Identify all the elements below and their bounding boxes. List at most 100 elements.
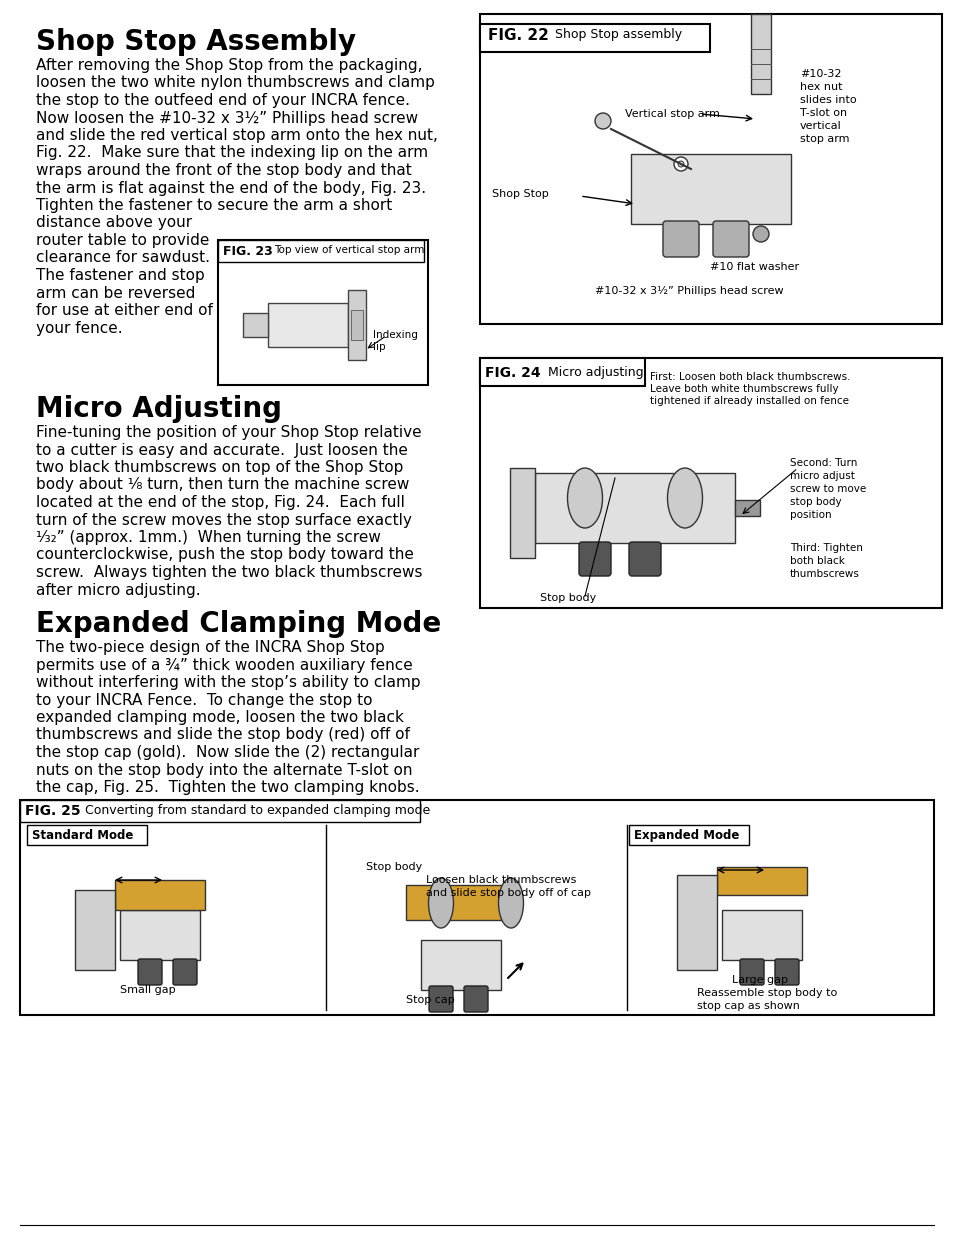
Bar	[721, 910, 801, 960]
Text: Now loosen the #10-32 x 3½” Phillips head screw: Now loosen the #10-32 x 3½” Phillips hea…	[36, 110, 417, 126]
Text: #10-32: #10-32	[800, 69, 841, 79]
Text: Large gap: Large gap	[731, 974, 787, 986]
FancyBboxPatch shape	[138, 960, 162, 986]
Ellipse shape	[498, 878, 523, 927]
Text: the stop cap (gold).  Now slide the (2) rectangular: the stop cap (gold). Now slide the (2) r…	[36, 745, 419, 760]
Text: hex nut: hex nut	[800, 82, 841, 91]
Text: two black thumbscrews on top of the Shop Stop: two black thumbscrews on top of the Shop…	[36, 459, 403, 475]
Text: permits use of a ¾” thick wooden auxiliary fence: permits use of a ¾” thick wooden auxilia…	[36, 657, 413, 673]
Text: screw.  Always tighten the two black thumbscrews: screw. Always tighten the two black thum…	[36, 564, 422, 580]
Bar	[115, 881, 205, 910]
Text: Stop body: Stop body	[366, 862, 422, 872]
Text: without interfering with the stop’s ability to clamp: without interfering with the stop’s abil…	[36, 676, 420, 690]
Text: The two-piece design of the INCRA Shop Stop: The two-piece design of the INCRA Shop S…	[36, 640, 384, 655]
Text: After removing the Shop Stop from the packaging,: After removing the Shop Stop from the pa…	[36, 58, 422, 73]
Text: and slide stop body off of cap: and slide stop body off of cap	[426, 888, 590, 898]
Text: the stop to the outfeed end of your INCRA fence.: the stop to the outfeed end of your INCR…	[36, 93, 410, 107]
Text: Fine-tuning the position of your Shop Stop relative: Fine-tuning the position of your Shop St…	[36, 425, 421, 440]
Circle shape	[595, 112, 610, 128]
Text: Second: Turn: Second: Turn	[789, 458, 857, 468]
FancyBboxPatch shape	[463, 986, 488, 1011]
Bar	[479, 23, 709, 52]
Text: Shop Stop Assembly: Shop Stop Assembly	[36, 28, 355, 56]
FancyBboxPatch shape	[429, 986, 453, 1011]
Bar	[120, 910, 200, 960]
Text: Vertical stop arm: Vertical stop arm	[624, 109, 720, 119]
Text: Reassemble stop body to: Reassemble stop body to	[697, 988, 837, 998]
Bar	[630, 154, 790, 224]
Text: Loosen black thumbscrews: Loosen black thumbscrews	[426, 876, 576, 885]
Text: Shop Stop assembly: Shop Stop assembly	[555, 28, 681, 41]
Bar	[218, 240, 428, 385]
Text: Converting from standard to expanded clamping mode: Converting from standard to expanded cla…	[85, 804, 430, 818]
Text: FIG. 23: FIG. 23	[223, 245, 273, 258]
Text: Stop cap: Stop cap	[406, 995, 455, 1005]
Text: Micro Adjusting: Micro Adjusting	[36, 395, 282, 424]
Text: Third: Tighten: Third: Tighten	[789, 543, 862, 553]
FancyBboxPatch shape	[172, 960, 196, 986]
Bar	[717, 867, 806, 895]
Bar	[628, 825, 748, 845]
Bar	[27, 825, 147, 845]
Bar	[677, 876, 717, 969]
Text: thumbscrews and slide the stop body (red) off of: thumbscrews and slide the stop body (red…	[36, 727, 410, 742]
Circle shape	[752, 226, 768, 242]
Text: First: Loosen both black thumbscrews.: First: Loosen both black thumbscrews.	[649, 372, 850, 382]
Text: for use at either end of: for use at either end of	[36, 303, 213, 317]
Bar	[20, 800, 933, 1015]
Bar	[268, 303, 348, 347]
Text: #10 flat washer: #10 flat washer	[709, 262, 799, 272]
FancyBboxPatch shape	[740, 960, 763, 986]
Text: and slide the red vertical stop arm onto the hex nut,: and slide the red vertical stop arm onto…	[36, 128, 437, 143]
Text: Leave both white thumbscrews fully: Leave both white thumbscrews fully	[649, 384, 838, 394]
Text: FIG. 22: FIG. 22	[488, 28, 548, 43]
Bar	[243, 312, 268, 337]
Ellipse shape	[567, 468, 602, 529]
Text: #10-32 x 3½” Phillips head screw: #10-32 x 3½” Phillips head screw	[595, 287, 782, 296]
Text: Standard Mode: Standard Mode	[32, 829, 133, 842]
Ellipse shape	[428, 878, 453, 927]
Text: wraps around the front of the stop body and that: wraps around the front of the stop body …	[36, 163, 412, 178]
Ellipse shape	[667, 468, 701, 529]
FancyBboxPatch shape	[578, 542, 610, 576]
Text: FIG. 25: FIG. 25	[25, 804, 81, 818]
FancyBboxPatch shape	[662, 221, 699, 257]
Text: your fence.: your fence.	[36, 321, 123, 336]
Circle shape	[673, 157, 687, 170]
Text: Expanded Clamping Mode: Expanded Clamping Mode	[36, 610, 441, 638]
Text: tightened if already installed on fence: tightened if already installed on fence	[649, 396, 848, 406]
Bar	[406, 885, 516, 920]
Text: to a cutter is easy and accurate.  Just loosen the: to a cutter is easy and accurate. Just l…	[36, 442, 408, 457]
Text: stop body: stop body	[789, 496, 841, 508]
Text: Fig. 22.  Make sure that the indexing lip on the arm: Fig. 22. Make sure that the indexing lip…	[36, 146, 428, 161]
FancyBboxPatch shape	[628, 542, 660, 576]
Bar	[750, 14, 770, 94]
FancyBboxPatch shape	[712, 221, 748, 257]
Text: Shop Stop: Shop Stop	[492, 189, 548, 199]
Text: micro adjust: micro adjust	[789, 471, 854, 480]
Text: counterclockwise, push the stop body toward the: counterclockwise, push the stop body tow…	[36, 547, 414, 562]
Text: stop arm: stop arm	[800, 135, 848, 144]
Bar	[479, 14, 941, 324]
Bar	[351, 310, 363, 340]
Bar	[348, 290, 366, 359]
Text: thumbscrews: thumbscrews	[789, 569, 859, 579]
Bar	[20, 800, 419, 823]
Text: Stop body: Stop body	[539, 593, 596, 603]
Bar	[479, 358, 644, 387]
Text: ¹⁄₃₂” (approx. 1mm.)  When turning the screw: ¹⁄₃₂” (approx. 1mm.) When turning the sc…	[36, 530, 380, 545]
Text: vertical: vertical	[800, 121, 841, 131]
Bar	[734, 500, 760, 516]
Text: T-slot on: T-slot on	[800, 107, 846, 119]
Text: to your INCRA Fence.  To change the stop to: to your INCRA Fence. To change the stop …	[36, 693, 372, 708]
Bar	[75, 890, 115, 969]
Text: loosen the two white nylon thumbscrews and clamp: loosen the two white nylon thumbscrews a…	[36, 75, 435, 90]
Text: Expanded Mode: Expanded Mode	[634, 829, 739, 842]
Text: nuts on the stop body into the alternate T-slot on: nuts on the stop body into the alternate…	[36, 762, 412, 778]
Text: slides into: slides into	[800, 95, 856, 105]
Text: Top view of vertical stop arm: Top view of vertical stop arm	[274, 245, 424, 254]
Text: expanded clamping mode, loosen the two black: expanded clamping mode, loosen the two b…	[36, 710, 403, 725]
Bar	[479, 358, 941, 608]
Text: after micro adjusting.: after micro adjusting.	[36, 583, 200, 598]
Text: Indexing
lip: Indexing lip	[373, 330, 417, 352]
